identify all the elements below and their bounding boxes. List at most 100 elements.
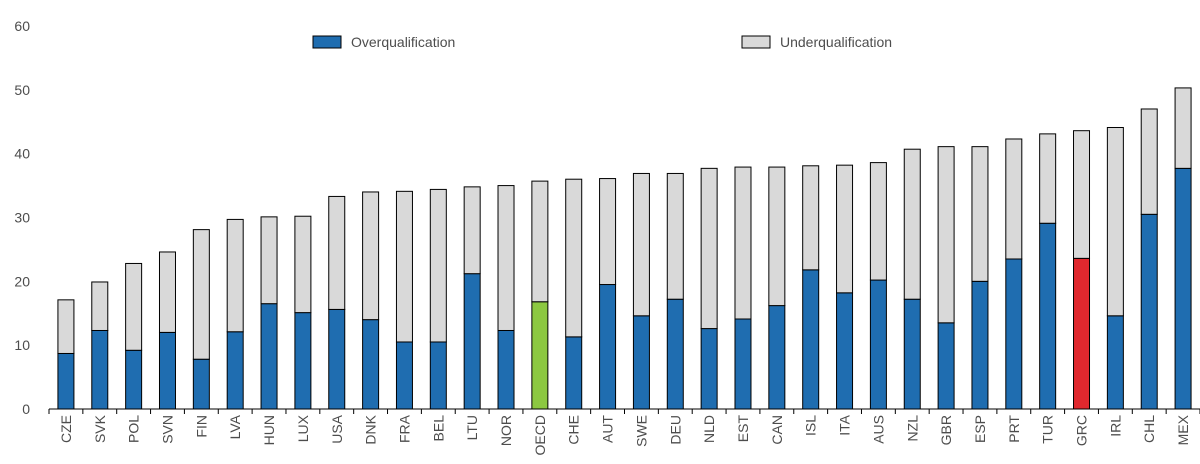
bar-segment <box>836 292 854 410</box>
bar-segment <box>429 188 447 343</box>
bar-segment <box>971 146 989 282</box>
bar-segment <box>57 352 75 410</box>
x-tick-label: BEL <box>430 415 446 442</box>
bar-segment <box>1005 258 1023 410</box>
x-tick-label: GBR <box>938 415 954 445</box>
bar-segment <box>937 146 955 324</box>
bar-segment <box>666 172 684 300</box>
bar-segment <box>158 251 176 333</box>
bar-segment <box>531 180 549 303</box>
y-tick-label: 40 <box>14 146 30 162</box>
legend-swatch <box>312 35 342 49</box>
bar-segment <box>362 319 380 410</box>
x-tick-label: NZL <box>904 415 920 442</box>
x-tick-label: FRA <box>396 414 412 443</box>
bar-segment <box>632 315 650 410</box>
bar-segment <box>1073 257 1091 410</box>
bar-segment <box>700 167 718 330</box>
bar-segment <box>395 341 413 410</box>
bar-segment <box>429 341 447 410</box>
bar-segment <box>700 328 718 410</box>
y-tick-label: 30 <box>14 210 30 226</box>
x-tick-label: HUN <box>261 415 277 445</box>
bar-segment <box>125 349 143 410</box>
bar-segment <box>57 299 75 354</box>
x-tick-label: FIN <box>193 415 209 438</box>
bar-segment <box>531 301 549 410</box>
bar-segment <box>497 185 515 331</box>
x-tick-label: IRL <box>1107 415 1123 437</box>
bar-segment <box>192 358 210 410</box>
bar-segment <box>328 308 346 410</box>
bar-segment <box>260 303 278 410</box>
bar-segment <box>802 269 820 410</box>
x-tick-label: PRT <box>1006 415 1022 443</box>
x-tick-label: ITA <box>837 414 853 435</box>
bar-segment <box>599 178 617 286</box>
bar-segment <box>395 190 413 343</box>
bar-segment <box>294 312 312 410</box>
bar-segment <box>1174 167 1192 410</box>
bar-segment <box>1140 213 1158 410</box>
bar-segment <box>599 284 617 410</box>
x-tick-label: CAN <box>769 415 785 445</box>
x-tick-label: LUX <box>295 414 311 442</box>
x-tick-label: SVN <box>159 415 175 444</box>
bar-segment <box>226 218 244 333</box>
x-tick-label: LVA <box>227 414 243 439</box>
x-tick-label: NLD <box>701 415 717 443</box>
bar-segment <box>903 148 921 300</box>
bar-segment <box>192 229 210 360</box>
bar-segment <box>903 298 921 410</box>
bar-segment <box>260 216 278 305</box>
bar-segment <box>1106 315 1124 410</box>
y-tick-label: 20 <box>14 273 30 289</box>
bar-segment <box>91 329 109 410</box>
x-tick-label: GRC <box>1074 415 1090 446</box>
bar-segment <box>463 273 481 410</box>
y-tick-label: 50 <box>14 82 30 98</box>
bar-segment <box>734 318 752 410</box>
x-tick-label: AUS <box>870 415 886 444</box>
bar-segment <box>666 298 684 410</box>
bar-segment <box>836 164 854 294</box>
legend-label: Underqualification <box>780 34 892 50</box>
y-tick-label: 0 <box>22 401 30 417</box>
x-tick-label: CZE <box>58 415 74 443</box>
bar-segment <box>565 336 583 410</box>
bar-segment <box>632 172 650 317</box>
legend-swatch <box>741 35 771 49</box>
x-tick-label: NOR <box>498 415 514 446</box>
legend-label: Overqualification <box>351 34 455 50</box>
bar-segment <box>768 166 786 307</box>
x-tick-label: EST <box>735 415 751 443</box>
x-tick-label: ESP <box>972 415 988 443</box>
x-tick-label: DEU <box>667 415 683 445</box>
bar-segment <box>937 322 955 410</box>
x-tick-label: LTU <box>464 415 480 440</box>
x-tick-label: DNK <box>363 414 379 444</box>
x-tick-label: AUT <box>600 415 616 443</box>
bar-segment <box>497 329 515 410</box>
bar-segment <box>1174 87 1192 169</box>
bar-segment <box>802 165 820 271</box>
x-tick-label: OECD <box>532 415 548 455</box>
bar-segment <box>362 191 380 321</box>
bar-segment <box>328 195 346 310</box>
bar-segment <box>1005 138 1023 260</box>
x-tick-label: CHE <box>566 415 582 445</box>
x-tick-label: CHL <box>1141 415 1157 443</box>
bar-segment <box>294 215 312 314</box>
bar-segment <box>1073 130 1091 259</box>
bar-segment <box>565 178 583 338</box>
bar-segment <box>158 331 176 410</box>
bar-segment <box>869 162 887 281</box>
x-tick-label: TUR <box>1040 415 1056 444</box>
x-tick-label: MEX <box>1175 414 1191 445</box>
bar-segment <box>463 186 481 275</box>
bar-segment <box>125 262 143 351</box>
x-tick-label: ISL <box>803 415 819 436</box>
bar-segment <box>1106 126 1124 317</box>
x-tick-label: SVK <box>92 414 108 443</box>
